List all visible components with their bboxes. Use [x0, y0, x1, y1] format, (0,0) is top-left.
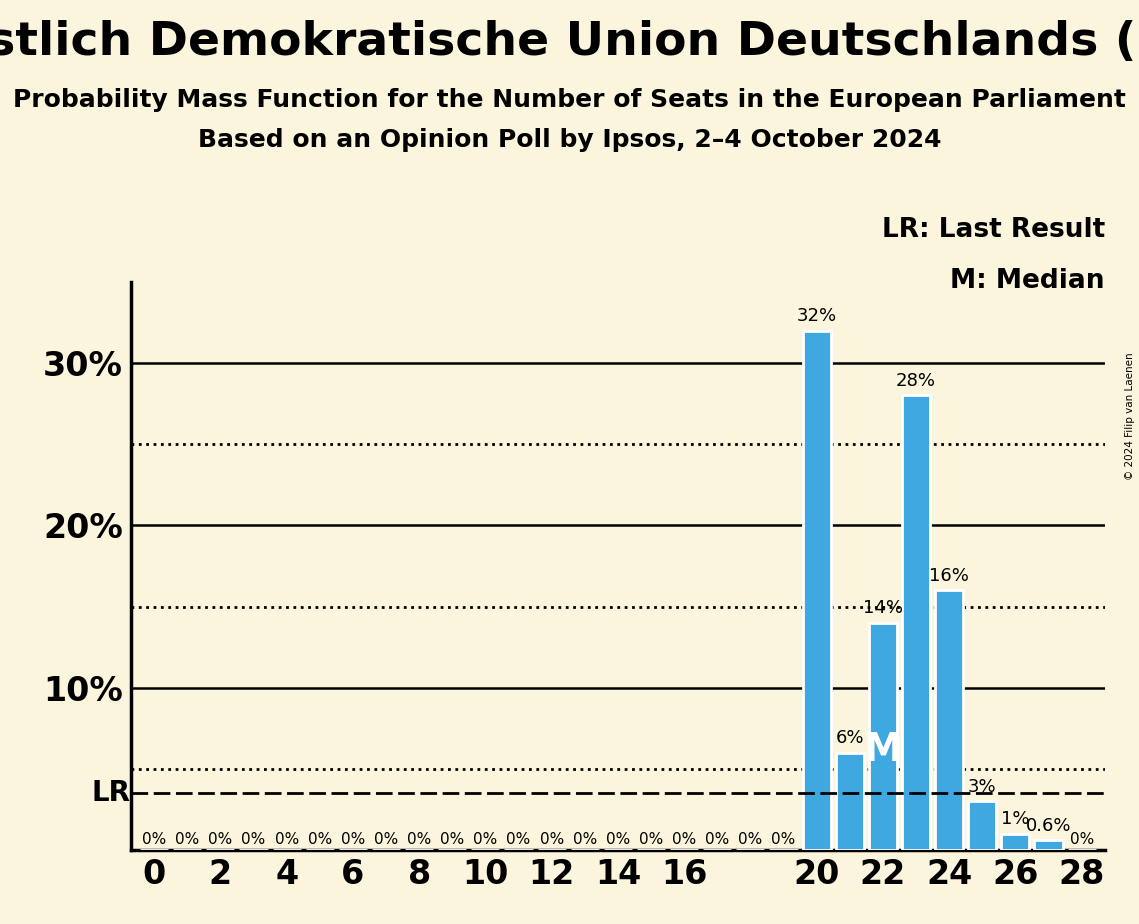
Text: 0%: 0% — [208, 833, 232, 847]
Text: 16%: 16% — [929, 566, 969, 585]
Text: 32%: 32% — [796, 307, 837, 325]
Text: 0%: 0% — [507, 833, 531, 847]
Text: 0%: 0% — [474, 833, 498, 847]
Bar — [968, 801, 997, 850]
Text: LR: Last Result: LR: Last Result — [882, 217, 1105, 243]
Text: 3%: 3% — [968, 778, 997, 796]
Text: 0%: 0% — [672, 833, 696, 847]
Text: 0%: 0% — [308, 833, 331, 847]
Text: Christlich Demokratische Union Deutschlands (EPP): Christlich Demokratische Union Deutschla… — [0, 20, 1139, 66]
Text: 0%: 0% — [440, 833, 465, 847]
Text: 0%: 0% — [738, 833, 762, 847]
Bar — [869, 623, 898, 850]
Text: 0%: 0% — [274, 833, 298, 847]
Text: 0%: 0% — [705, 833, 729, 847]
Text: 0%: 0% — [639, 833, 663, 847]
Bar — [836, 753, 863, 850]
Text: 1%: 1% — [1001, 810, 1030, 828]
Text: 0%: 0% — [540, 833, 564, 847]
Bar — [803, 331, 830, 850]
Text: 0%: 0% — [341, 833, 364, 847]
Text: 0%: 0% — [142, 833, 166, 847]
Text: 28%: 28% — [896, 371, 936, 390]
Text: 6%: 6% — [836, 729, 865, 747]
Text: © 2024 Filip van Laenen: © 2024 Filip van Laenen — [1125, 352, 1134, 480]
Text: 0%: 0% — [175, 833, 199, 847]
Text: 0%: 0% — [606, 833, 630, 847]
Text: M: Median: M: Median — [950, 268, 1105, 294]
Bar — [902, 395, 931, 850]
Text: 0.6%: 0.6% — [1026, 817, 1072, 834]
Text: 0%: 0% — [771, 833, 796, 847]
Text: 0%: 0% — [1070, 833, 1093, 847]
Text: LR: LR — [92, 779, 131, 808]
Bar — [1034, 840, 1063, 850]
Text: 0%: 0% — [573, 833, 597, 847]
Text: Probability Mass Function for the Number of Seats in the European Parliament: Probability Mass Function for the Number… — [13, 88, 1126, 112]
Text: 0%: 0% — [407, 833, 432, 847]
Text: M: M — [863, 731, 902, 769]
Bar — [1001, 833, 1030, 850]
Text: Based on an Opinion Poll by Ipsos, 2–4 October 2024: Based on an Opinion Poll by Ipsos, 2–4 O… — [198, 128, 941, 152]
Text: 0%: 0% — [241, 833, 265, 847]
Bar — [935, 590, 964, 850]
Text: 0%: 0% — [374, 833, 399, 847]
Text: 14%: 14% — [863, 599, 903, 617]
